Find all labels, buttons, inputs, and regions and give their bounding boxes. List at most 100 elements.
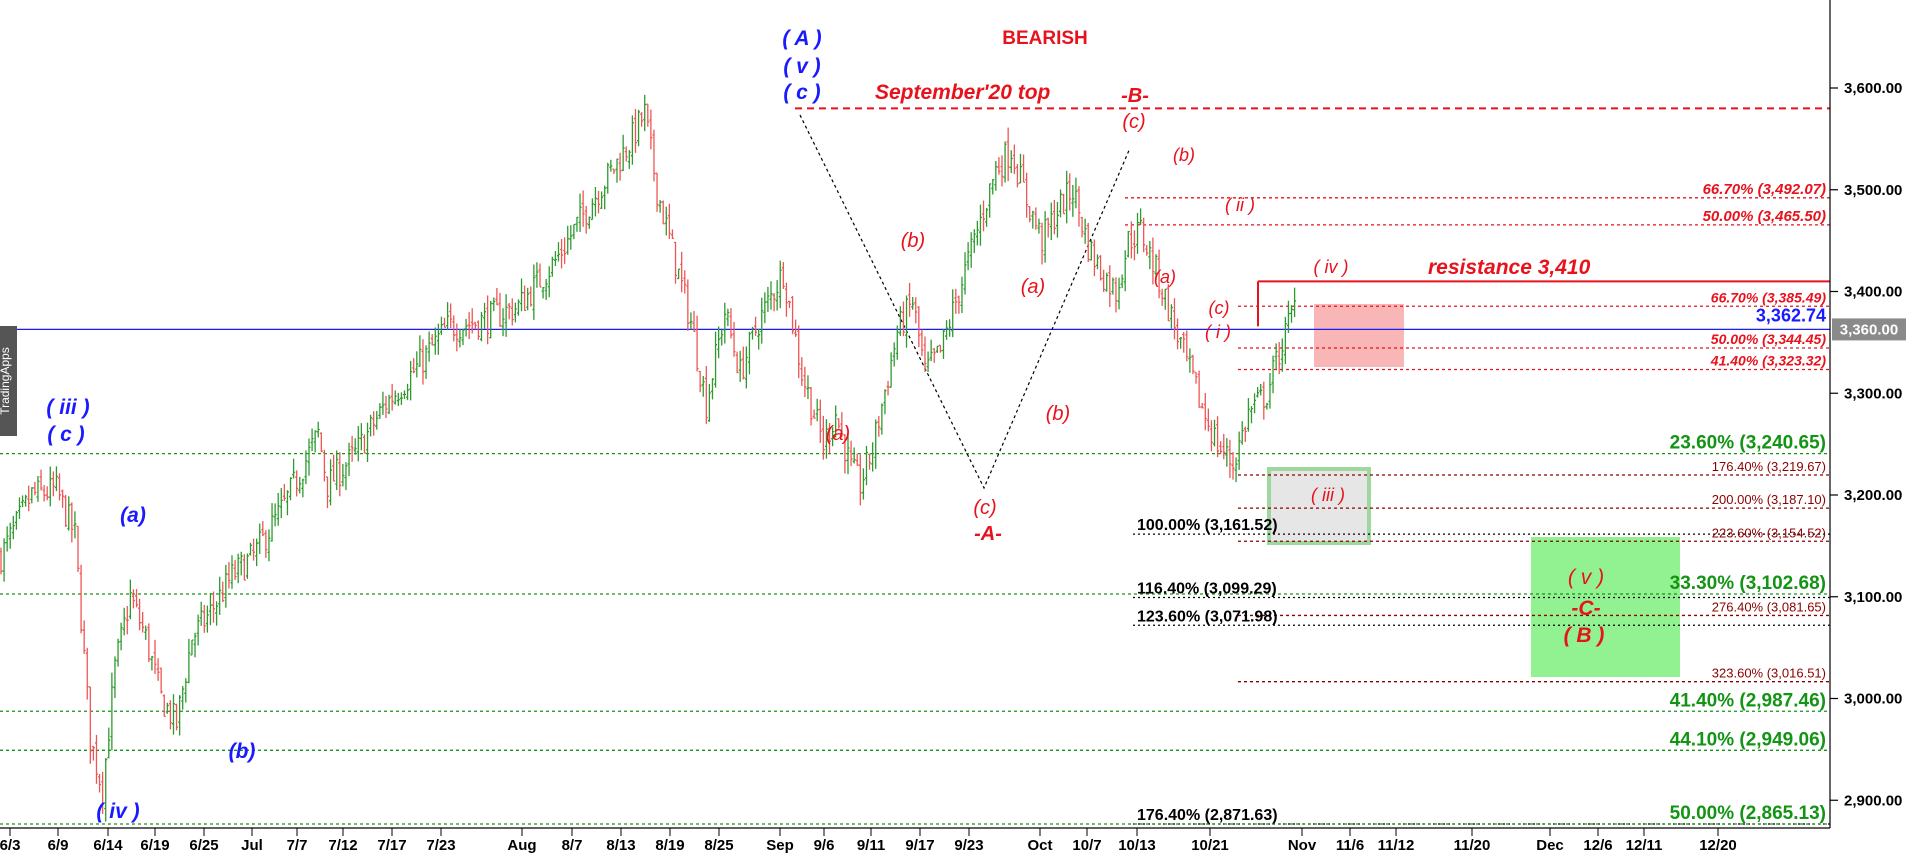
fib-label: 33.30% (3,102.68) <box>1670 573 1826 594</box>
fib-label: 23.60% (3,240.65) <box>1670 433 1826 454</box>
wave-label-A: ( A ) <box>782 27 821 50</box>
wave-label-v: ( v ) <box>783 55 820 78</box>
fib-label: 100.00% (3,161.52) <box>1137 517 1278 534</box>
current-price-axis-label: 3,360.00 <box>1840 321 1898 338</box>
fib-label: 50.00% (3,465.50) <box>1703 208 1826 225</box>
x-tick-label: Aug <box>507 837 536 854</box>
x-tick-label: 6/14 <box>93 837 123 854</box>
x-tick-label: 12/6 <box>1583 837 1612 854</box>
wave-iii-zone <box>1267 467 1371 545</box>
wave-label-a-blue: (a) <box>120 504 146 527</box>
resistance-label: resistance 3,410 <box>1428 256 1591 279</box>
chart-title: BEARISH <box>1002 28 1088 49</box>
x-tick-label: 9/23 <box>954 837 983 854</box>
x-tick-label: 10/13 <box>1118 837 1156 854</box>
x-tick-label: Dec <box>1536 837 1564 854</box>
wave-label-i-red: ( i ) <box>1205 322 1231 342</box>
fib-label: 50.00% (3,344.45) <box>1711 331 1827 347</box>
fibonacci-lines <box>0 197 1830 825</box>
y-tick-label: 3,200.00 <box>1844 487 1902 504</box>
x-tick-label: Oct <box>1027 837 1052 854</box>
fib-label: 323.60% (3,016.51) <box>1712 666 1826 681</box>
fib-label: 116.40% (3,099.29) <box>1137 580 1277 597</box>
wave-label-a-red-2: (a) <box>1021 276 1045 298</box>
x-tick-label: 6/3 <box>0 837 20 854</box>
fib-label: 200.00% (3,187.10) <box>1712 492 1826 507</box>
x-tick-label: 6/19 <box>140 837 169 854</box>
wave-label-v-red: ( v ) <box>1568 566 1604 589</box>
y-tick-label: 3,000.00 <box>1844 691 1902 708</box>
x-tick-label: 12/20 <box>1699 837 1737 854</box>
wave-label-iii-red: ( iii ) <box>1311 485 1345 505</box>
y-tick-label: 3,500.00 <box>1844 182 1902 199</box>
x-axis: 6/3 6/9 6/14 6/19 6/25 Jul 7/7 7/12 7/17 7/23 Aug 8… <box>0 828 1737 854</box>
x-tick-label: 10/7 <box>1072 837 1101 854</box>
y-tick-label: 3,300.00 <box>1844 385 1902 402</box>
x-tick-label: 6/9 <box>48 837 69 854</box>
watermark-box <box>0 326 17 436</box>
fib-label: 66.70% (3,492.07) <box>1703 181 1826 198</box>
resistance-zone <box>1314 304 1404 367</box>
fib-label: 223.60% (3,154.52) <box>1712 525 1826 540</box>
fibonacci-labels: 66.70% (3,492.07) 50.00% (3,465.50) 66.70%… <box>1137 181 1826 824</box>
wave-label-C-red: -C- <box>1571 597 1600 620</box>
x-tick-label: 11/20 <box>1454 837 1491 854</box>
y-axis: 3,600.00 3,500.00 3,400.00 3,300.00 3,200.00… <box>1830 80 1902 809</box>
x-tick-label: 12/11 <box>1626 837 1663 854</box>
wave-label-ii-red: ( ii ) <box>1225 195 1255 215</box>
wave-label-c-red-3: (c) <box>1209 298 1230 318</box>
wave-label-A-red: -A- <box>974 523 1002 545</box>
x-tick-label: 9/17 <box>905 837 934 854</box>
wave-label-b-blue: (b) <box>229 740 256 763</box>
fib-label: 41.40% (2,987.46) <box>1670 690 1826 711</box>
x-tick-label: 9/11 <box>857 837 885 854</box>
y-tick-label: 3,400.00 <box>1844 284 1902 301</box>
y-tick-label: 3,100.00 <box>1844 589 1902 606</box>
x-tick-label: 11/12 <box>1378 837 1415 854</box>
x-tick-label: 7/12 <box>328 837 357 854</box>
wave-label-c-red-1: (c) <box>973 497 996 519</box>
abc-wave-trendline <box>799 114 1131 490</box>
x-tick-label: 10/21 <box>1191 837 1229 854</box>
wave-label-c-left: ( c ) <box>47 423 84 446</box>
wave-label-iii: ( iii ) <box>46 396 89 419</box>
watermark: TradingApps <box>0 347 12 415</box>
x-tick-label: 8/13 <box>606 837 635 854</box>
wave-label-B-paren-red: ( B ) <box>1564 624 1605 647</box>
fib-label: 276.40% (3,081.65) <box>1712 599 1826 614</box>
fib-label: 66.70% (3,385.49) <box>1711 289 1827 305</box>
wave-v-target-zone <box>1531 537 1680 677</box>
fib-label: 44.10% (2,949.06) <box>1670 729 1826 750</box>
y-tick-label: 3,600.00 <box>1844 80 1902 97</box>
fib-label: 123.60% (3,071.98) <box>1137 608 1278 625</box>
x-tick-label: 8/25 <box>704 837 733 854</box>
x-tick-label: Nov <box>1288 837 1317 854</box>
x-tick-label: 8/7 <box>562 837 583 854</box>
wave-label-a-red-3: (a) <box>1154 267 1176 287</box>
x-tick-label: 9/6 <box>814 837 835 854</box>
x-tick-label: 7/17 <box>377 837 406 854</box>
x-tick-label: Jul <box>241 837 263 854</box>
wave-label-b-red-2: (b) <box>1046 403 1070 425</box>
wave-label-iv-blue: ( iv ) <box>96 800 139 823</box>
wave-label-B-red: -B- <box>1121 85 1149 107</box>
candles <box>0 94 1297 822</box>
y-tick-label: 2,900.00 <box>1844 792 1902 809</box>
september-top-label: September'20 top <box>875 81 1051 104</box>
current-price-label: 3,362.74 <box>1756 305 1826 325</box>
x-tick-label: 11/6 <box>1336 837 1364 854</box>
x-tick-label: 6/25 <box>189 837 218 854</box>
x-tick-label: Sep <box>766 837 794 854</box>
wave-label-iv-red: ( iv ) <box>1314 257 1349 277</box>
current-price-axis-box <box>1832 318 1906 341</box>
wave-label-c-top: ( c ) <box>783 81 820 104</box>
x-tick-label: 8/19 <box>655 837 684 854</box>
wave-label-c-red-2: (c) <box>1122 111 1145 133</box>
x-tick-label: 7/23 <box>426 837 455 854</box>
wave-label-b-red-1: (b) <box>901 230 925 252</box>
fib-label: 41.40% (3,323.32) <box>1710 353 1827 369</box>
wave-label-a-red-1: (a) <box>826 423 850 445</box>
fib-label: 176.40% (2,871.63) <box>1137 807 1278 824</box>
